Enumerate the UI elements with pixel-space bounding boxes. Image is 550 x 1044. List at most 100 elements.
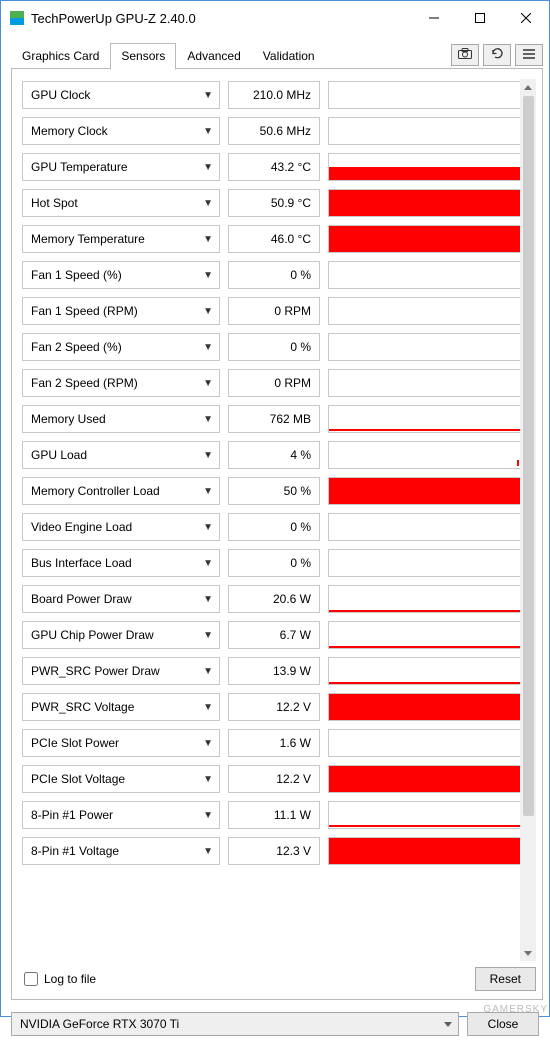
chevron-down-icon: ▼ (203, 738, 213, 749)
sensor-value: 0 % (228, 549, 320, 577)
sensor-value: 12.3 V (228, 837, 320, 865)
sensor-value: 46.0 °C (228, 225, 320, 253)
sensor-row: GPU Chip Power Draw▼ 6.7 W (22, 617, 538, 653)
chevron-down-icon: ▼ (203, 378, 213, 389)
log-checkbox-input[interactable] (24, 972, 38, 986)
sensor-graph (328, 297, 522, 325)
tab-sensors[interactable]: Sensors (110, 43, 176, 70)
sensor-label-dropdown[interactable]: PCIe Slot Voltage▼ (22, 765, 220, 793)
minimize-button[interactable] (411, 2, 457, 34)
sensor-row: Memory Controller Load▼ 50 % (22, 473, 538, 509)
sensor-label-dropdown[interactable]: Fan 2 Speed (RPM)▼ (22, 369, 220, 397)
device-name: NVIDIA GeForce RTX 3070 Ti (20, 1017, 179, 1031)
sensor-label-dropdown[interactable]: Fan 2 Speed (%)▼ (22, 333, 220, 361)
sensor-label-dropdown[interactable]: Memory Temperature▼ (22, 225, 220, 253)
sensor-graph (328, 261, 522, 289)
sensor-graph (328, 153, 522, 181)
sensor-label-dropdown[interactable]: PWR_SRC Power Draw▼ (22, 657, 220, 685)
chevron-down-icon (444, 1019, 452, 1030)
sensor-label-dropdown[interactable]: PWR_SRC Voltage▼ (22, 693, 220, 721)
chevron-down-icon: ▼ (203, 162, 213, 173)
tab-advanced[interactable]: Advanced (176, 43, 251, 70)
sensor-graph (328, 729, 522, 757)
sensor-value: 0 % (228, 261, 320, 289)
sensor-label-dropdown[interactable]: GPU Chip Power Draw▼ (22, 621, 220, 649)
chevron-down-icon: ▼ (203, 810, 213, 821)
close-button[interactable] (503, 2, 549, 34)
sensor-row: Memory Used▼762 MB (22, 401, 538, 437)
screenshot-button[interactable] (451, 44, 479, 66)
sensor-row: GPU Temperature▼43.2 °C (22, 149, 538, 185)
scrollbar-thumb[interactable] (523, 96, 534, 816)
sensor-label: 8-Pin #1 Power (31, 808, 203, 822)
scrollbar[interactable] (520, 79, 536, 961)
sensor-graph (328, 117, 522, 145)
sensor-label-dropdown[interactable]: PCIe Slot Power▼ (22, 729, 220, 757)
device-dropdown[interactable]: NVIDIA GeForce RTX 3070 Ti (11, 1012, 459, 1036)
sensor-label-dropdown[interactable]: GPU Temperature▼ (22, 153, 220, 181)
sensor-graph (328, 405, 522, 433)
chevron-down-icon: ▼ (203, 486, 213, 497)
sensor-label-dropdown[interactable]: GPU Clock▼ (22, 81, 220, 109)
sensor-label: PWR_SRC Power Draw (31, 664, 203, 678)
chevron-down-icon: ▼ (203, 558, 213, 569)
sensor-label-dropdown[interactable]: GPU Load▼ (22, 441, 220, 469)
sensor-label-dropdown[interactable]: 8-Pin #1 Power▼ (22, 801, 220, 829)
sensor-graph (328, 333, 522, 361)
sensor-label-dropdown[interactable]: Memory Used▼ (22, 405, 220, 433)
reset-button[interactable]: Reset (475, 967, 536, 991)
sensor-value: 0 RPM (228, 369, 320, 397)
scroll-up-icon[interactable] (520, 79, 536, 95)
menu-button[interactable] (515, 44, 543, 66)
sensor-graph (328, 441, 522, 469)
sensor-label-dropdown[interactable]: Memory Controller Load▼ (22, 477, 220, 505)
tab-validation[interactable]: Validation (252, 43, 326, 70)
menu-icon (523, 48, 535, 62)
sensor-label-dropdown[interactable]: Hot Spot▼ (22, 189, 220, 217)
sensor-label: Fan 1 Speed (%) (31, 268, 203, 282)
chevron-down-icon: ▼ (203, 702, 213, 713)
chevron-down-icon: ▼ (203, 342, 213, 353)
chevron-down-icon: ▼ (203, 270, 213, 281)
sensor-label-dropdown[interactable]: Video Engine Load▼ (22, 513, 220, 541)
watermark: GAMERSKY (483, 1004, 548, 1015)
refresh-icon (491, 47, 504, 63)
sensor-label: 8-Pin #1 Voltage (31, 844, 203, 858)
refresh-button[interactable] (483, 44, 511, 66)
close-app-button[interactable]: Close (467, 1012, 539, 1036)
maximize-button[interactable] (457, 2, 503, 34)
sensor-label-dropdown[interactable]: Fan 1 Speed (RPM)▼ (22, 297, 220, 325)
sensor-value: 6.7 W (228, 621, 320, 649)
sensor-label-dropdown[interactable]: 8-Pin #1 Voltage▼ (22, 837, 220, 865)
sensor-label-dropdown[interactable]: Memory Clock▼ (22, 117, 220, 145)
scroll-down-icon[interactable] (520, 945, 536, 961)
log-to-file-checkbox[interactable]: Log to file (24, 972, 475, 986)
sensor-graph (328, 765, 522, 793)
sensor-label-dropdown[interactable]: Bus Interface Load▼ (22, 549, 220, 577)
sensor-label: Bus Interface Load (31, 556, 203, 570)
chevron-down-icon: ▼ (203, 450, 213, 461)
sensor-value: 13.9 W (228, 657, 320, 685)
chevron-down-icon: ▼ (203, 666, 213, 677)
sensor-row: Fan 2 Speed (RPM)▼ 0 RPM (22, 365, 538, 401)
sensor-graph (328, 837, 522, 865)
sensor-value: 11.1 W (228, 801, 320, 829)
sensor-label-dropdown[interactable]: Board Power Draw▼ (22, 585, 220, 613)
sensor-label: PCIe Slot Voltage (31, 772, 203, 786)
sensor-value: 50 % (228, 477, 320, 505)
sensor-label-dropdown[interactable]: Fan 1 Speed (%)▼ (22, 261, 220, 289)
sensor-label: GPU Clock (31, 88, 203, 102)
sensor-row: 8-Pin #1 Power▼ 11.1 W (22, 797, 538, 833)
window-title: TechPowerUp GPU-Z 2.40.0 (31, 11, 411, 26)
sensor-row: GPU Clock▼210.0 MHz (22, 77, 538, 113)
sensor-rows: GPU Clock▼210.0 MHzMemory Clock▼50.6 MHz… (22, 77, 538, 869)
sensor-graph (328, 189, 522, 217)
sensor-graph (328, 477, 522, 505)
sensor-row: Hot Spot▼50.9 °C (22, 185, 538, 221)
sensor-row: Fan 1 Speed (RPM)▼0 RPM (22, 293, 538, 329)
sensor-row: PWR_SRC Voltage▼12.2 V (22, 689, 538, 725)
sensor-label: GPU Chip Power Draw (31, 628, 203, 642)
tab-graphics-card[interactable]: Graphics Card (11, 43, 110, 70)
sensor-label: Hot Spot (31, 196, 203, 210)
sensor-row: Fan 2 Speed (%)▼0 % (22, 329, 538, 365)
